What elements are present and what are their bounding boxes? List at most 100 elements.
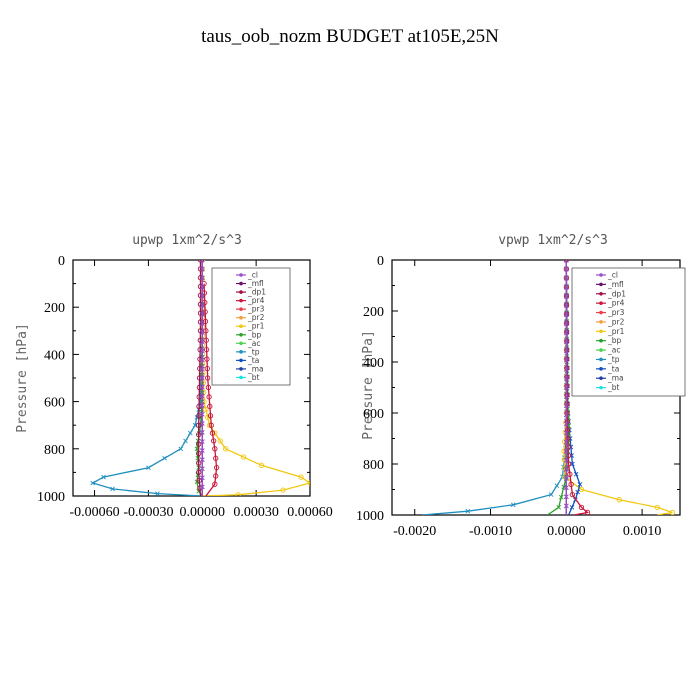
series-point-tp <box>548 492 554 497</box>
series-point-tp <box>110 486 115 492</box>
y-tick-label: 600 <box>363 407 384 422</box>
series-point-pr1 <box>205 414 211 420</box>
series-point-cl <box>563 421 569 427</box>
series-point-tp <box>101 474 106 480</box>
series-point-cl <box>199 293 205 299</box>
series-point-cl <box>563 321 569 327</box>
legend-label-pr3: _pr3 <box>607 308 625 317</box>
series-point-cl <box>199 375 205 381</box>
x-tick-label: -0.0020 <box>393 524 436 539</box>
legend-marker-pr3 <box>239 307 243 311</box>
legend-box <box>211 267 291 386</box>
legend-box <box>571 267 686 397</box>
series-point-pr1 <box>298 474 304 480</box>
x-tick-label: 0.0010 <box>623 524 662 539</box>
legend: _cl_mfl_dp1_pr4_pr3_pr2_pr1_bp_ac_tp_ta_… <box>211 267 291 386</box>
legend-marker-ma <box>599 376 603 381</box>
series-point-pr4 <box>209 430 216 436</box>
series-point-cl <box>563 430 569 436</box>
series-point-cl <box>563 494 569 500</box>
series-point-cl <box>563 448 569 454</box>
legend-marker-tp <box>599 357 603 362</box>
legend-label-bp: _bp <box>247 330 262 339</box>
legend-marker-bp <box>599 338 603 343</box>
series-point-cl <box>199 339 205 345</box>
series-point-cl <box>563 366 569 372</box>
series-point-cl <box>563 403 569 409</box>
series-point-pr4 <box>207 413 214 419</box>
panel-title-vpwp: vpwp 1xm^2/s^3 <box>498 233 608 248</box>
series-point-cl <box>199 484 205 490</box>
y-tick-label: 600 <box>44 396 65 411</box>
series-point-cl <box>199 457 205 463</box>
legend-marker-ac <box>239 341 243 346</box>
series-point-pr4 <box>212 481 218 487</box>
series-point-pr4 <box>204 365 210 372</box>
legend-marker-ma <box>239 367 243 371</box>
legend-label-pr3: _pr3 <box>247 305 265 314</box>
legend-label-tp: _tp <box>607 355 620 364</box>
legend-label-ta: _ta <box>607 364 619 373</box>
series-point-ta <box>575 489 581 495</box>
legend-label-pr1: _pr1 <box>607 327 625 336</box>
series-point-pr4 <box>567 471 573 477</box>
y-axis-label-upwp: Pressure [hPa] <box>15 323 30 433</box>
legend-label-bt: _bt <box>247 373 260 382</box>
legend-marker-cl <box>239 273 243 277</box>
x-tick-label: -0.0010 <box>469 524 512 539</box>
series-point-cl <box>563 357 569 363</box>
legend-marker-tp <box>239 350 243 354</box>
y-tick-label: 800 <box>44 443 65 458</box>
legend-label-cl: _cl <box>247 271 258 280</box>
series-point-cl <box>563 285 569 290</box>
series-point-dp1 <box>196 477 202 483</box>
series-point-pr1 <box>280 487 286 493</box>
figure-title: taus_oob_nozm BUDGET at105E,25N <box>201 26 499 47</box>
x-tick-label: 0.00060 <box>287 505 333 520</box>
legend-label-pr4: _pr4 <box>247 296 265 305</box>
series-point-pr1 <box>578 486 585 493</box>
series-point-tp <box>554 483 560 488</box>
series-point-pr4 <box>208 422 214 428</box>
legend-marker-cl <box>599 273 603 277</box>
panel-title-upwp: upwp 1xm^2/s^3 <box>132 233 242 248</box>
series-point-cl <box>563 294 569 299</box>
legend-marker-pr4 <box>599 301 603 305</box>
series-point-pr1 <box>235 492 241 496</box>
series-point-tp <box>146 465 151 470</box>
series-point-pr4 <box>213 473 219 479</box>
series-point-cl <box>563 439 569 445</box>
series-point-tp <box>162 455 167 461</box>
series-point-pr4 <box>213 465 220 471</box>
series-point-pr4 <box>569 491 576 498</box>
legend-marker-pr1 <box>239 324 243 329</box>
series-line-pr4 <box>565 260 589 515</box>
series-point-pr1 <box>222 446 229 452</box>
series-point-pr1 <box>203 406 209 413</box>
legend-marker-bt <box>239 375 243 380</box>
series-point-ta <box>577 482 583 487</box>
legend-marker-pr1 <box>599 329 603 334</box>
panel-vpwp: vpwp 1xm^2/s^3 Pressure [hPa] 0 200 400 600… <box>356 233 686 539</box>
series-point-cl <box>199 384 205 390</box>
legend-label-pr1: _pr1 <box>247 322 265 331</box>
series-point-cl <box>563 260 569 263</box>
y-tick-label: 0 <box>377 254 384 269</box>
series-point-pr4 <box>584 509 591 515</box>
series-point-cl <box>563 348 569 354</box>
x-tick-label: -0.00030 <box>123 505 173 520</box>
plot-area-vpwp: 0 200 400 600 800 1000 -0.0020 -0.0010 0.0000 0.0… <box>356 254 686 539</box>
legend: _cl_mfl_dp1_pr4_pr3_pr2_pr1_bp_ac_tp_ta_… <box>571 267 686 397</box>
legend-label-bt: _bt <box>607 383 620 392</box>
series-point-tp <box>90 480 96 486</box>
series-point-tp <box>465 508 471 514</box>
series-point-cl <box>199 312 205 317</box>
series-point-cl <box>563 275 569 281</box>
series-point-cl <box>199 430 205 435</box>
legend-label-ta: _ta <box>247 356 259 365</box>
legend-marker-dp1 <box>599 291 603 296</box>
series-point-pr4 <box>210 438 217 444</box>
series-point-cl <box>563 458 569 463</box>
series-point-dp1 <box>196 460 202 466</box>
series-point-tp <box>187 430 193 436</box>
